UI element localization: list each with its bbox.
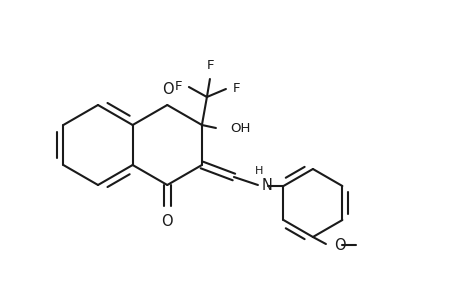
Text: O: O: [162, 82, 174, 97]
Text: O: O: [161, 214, 173, 229]
Text: OH: OH: [230, 122, 250, 134]
Text: F: F: [207, 59, 214, 72]
Text: N: N: [261, 178, 272, 193]
Text: H: H: [254, 166, 263, 176]
Text: F: F: [232, 82, 240, 94]
Text: O: O: [333, 238, 345, 253]
Text: F: F: [174, 80, 181, 92]
